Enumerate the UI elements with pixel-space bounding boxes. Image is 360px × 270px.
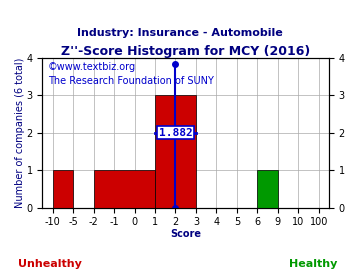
X-axis label: Score: Score	[170, 229, 201, 239]
Title: Z''-Score Histogram for MCY (2016): Z''-Score Histogram for MCY (2016)	[61, 45, 310, 58]
Bar	[257, 170, 278, 208]
Bar	[53, 170, 73, 208]
Bar	[155, 95, 196, 208]
Text: 1.882: 1.882	[159, 128, 192, 138]
Text: Unhealthy: Unhealthy	[18, 259, 82, 269]
Text: The Research Foundation of SUNY: The Research Foundation of SUNY	[48, 76, 214, 86]
Text: Industry: Insurance - Automobile: Industry: Insurance - Automobile	[77, 28, 283, 38]
Text: ©www.textbiz.org: ©www.textbiz.org	[48, 62, 136, 72]
Text: Healthy: Healthy	[289, 259, 337, 269]
Y-axis label: Number of companies (6 total): Number of companies (6 total)	[15, 58, 25, 208]
Bar	[94, 170, 155, 208]
